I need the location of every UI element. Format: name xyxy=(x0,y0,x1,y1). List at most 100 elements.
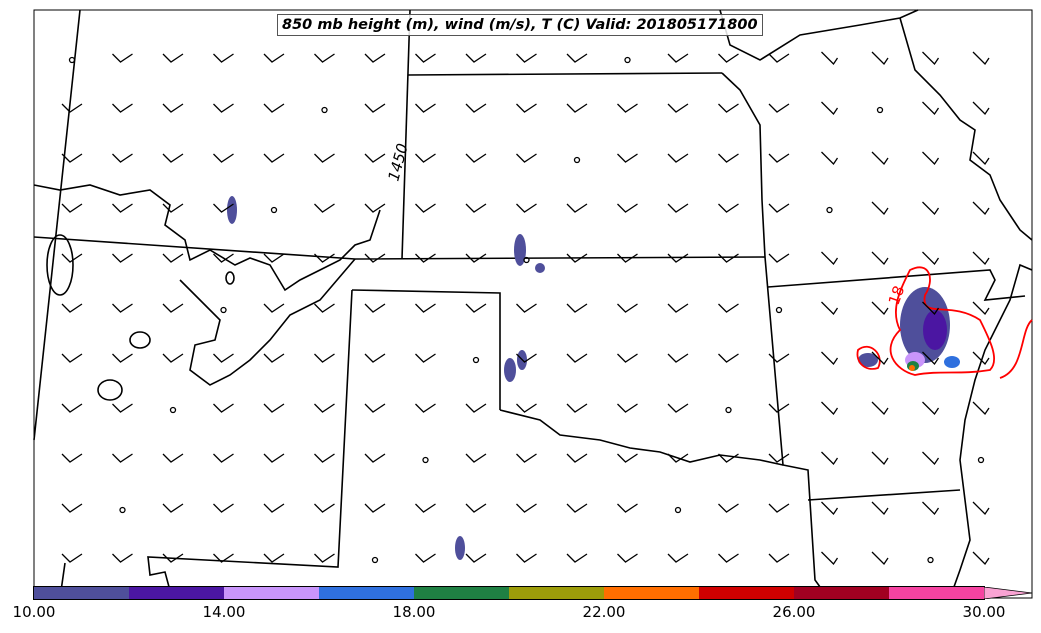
wind-barb xyxy=(112,553,133,563)
wind-barb xyxy=(61,353,83,363)
wind-barb xyxy=(922,351,940,366)
wind-barb xyxy=(415,53,436,63)
wind-barb xyxy=(617,203,638,213)
wind-barb xyxy=(465,503,487,513)
wind-barb xyxy=(667,353,689,363)
wind-barb xyxy=(922,251,940,266)
wind-barb xyxy=(263,53,285,63)
calm-wind-marker xyxy=(876,106,884,114)
wind-barb xyxy=(213,253,234,263)
colorbar-segment xyxy=(414,587,509,599)
wind-barb xyxy=(768,203,790,213)
wind-barb xyxy=(364,453,386,463)
wind-barb xyxy=(263,103,285,113)
wind-barb xyxy=(314,253,335,263)
wind-barb xyxy=(972,251,990,266)
wind-barb xyxy=(162,53,184,63)
wind-barb xyxy=(314,153,335,163)
wind-barb xyxy=(821,251,839,266)
wind-barb xyxy=(465,153,487,163)
wind-barb xyxy=(821,301,839,316)
wind-barb xyxy=(465,53,487,63)
wind-barb xyxy=(112,153,133,163)
colorbar-segment xyxy=(319,587,414,599)
wind-barb xyxy=(213,503,234,513)
wind-barb xyxy=(112,353,133,363)
wind-barb xyxy=(213,103,234,113)
wind-barb xyxy=(213,453,234,463)
wind-barb xyxy=(263,553,285,563)
wind-barb xyxy=(364,503,386,513)
calm-wind-marker xyxy=(169,406,177,414)
wind-barb xyxy=(61,553,83,563)
wind-barb xyxy=(566,53,588,63)
wind-barb xyxy=(364,403,386,413)
wind-barb xyxy=(922,301,940,316)
colorbar-tick-label: 26.00 xyxy=(772,603,816,621)
wind-barb xyxy=(768,453,790,463)
temperature-contour-label: 18 xyxy=(885,283,908,307)
wind-barb xyxy=(112,103,133,113)
wind-barb xyxy=(922,451,940,466)
wind-barb xyxy=(768,253,790,263)
wind-barb xyxy=(162,203,184,213)
wind-barb xyxy=(718,153,739,163)
colorbar-segment xyxy=(699,587,794,599)
wind-barb xyxy=(263,303,285,313)
wind-barb xyxy=(112,303,133,313)
wind-barb xyxy=(162,453,184,463)
calm-wind-marker xyxy=(725,406,732,414)
wind-barb xyxy=(667,53,689,63)
colorbar xyxy=(33,586,985,600)
wind-barb xyxy=(112,253,133,263)
wind-barb xyxy=(213,553,234,563)
wind-barb xyxy=(415,103,436,113)
calm-wind-marker xyxy=(927,556,934,564)
wind-barb xyxy=(871,51,889,66)
wind-barb xyxy=(364,203,386,213)
map-frame xyxy=(33,9,1033,599)
wind-barb xyxy=(972,51,990,66)
colorbar-segment xyxy=(129,587,224,599)
wind-barb xyxy=(465,403,487,413)
wind-barb xyxy=(871,501,889,516)
wind-barb xyxy=(667,303,689,313)
wind-barb xyxy=(566,103,588,113)
colorbar-extend-arrow xyxy=(984,587,1033,599)
wind-barb xyxy=(821,451,839,466)
state-borders xyxy=(33,9,1033,599)
wind-barb xyxy=(465,303,487,313)
wind-barb xyxy=(415,153,436,163)
wind-barb xyxy=(364,53,386,63)
calm-wind-marker xyxy=(472,356,480,364)
wind-barb xyxy=(314,303,335,313)
wind-barb xyxy=(112,203,133,213)
wind-barb xyxy=(213,353,234,363)
wind-barb xyxy=(61,153,83,163)
wind-barb xyxy=(263,253,285,263)
wind-barb xyxy=(213,203,234,213)
wind-barb xyxy=(415,303,436,313)
wind-barb xyxy=(718,353,739,363)
wind-barb xyxy=(871,551,889,566)
colorbar-tick-label: 30.00 xyxy=(962,603,1006,621)
wind-barb xyxy=(871,401,889,416)
calm-wind-marker xyxy=(624,56,631,64)
wind-barb xyxy=(61,103,83,113)
wind-barb xyxy=(617,153,638,163)
colorbar-segment xyxy=(889,587,984,599)
wind-barb xyxy=(667,203,689,213)
wind-barb xyxy=(263,503,285,513)
wind-barb xyxy=(112,53,133,63)
wind-barb xyxy=(213,403,234,413)
temperature-contour xyxy=(856,266,1033,379)
wind-barb xyxy=(617,103,638,113)
wind-barb xyxy=(821,551,839,566)
calm-wind-marker xyxy=(674,506,682,514)
wind-barb xyxy=(922,51,940,66)
wind-barb xyxy=(516,303,537,313)
wind-barb xyxy=(314,53,335,63)
wind-barb xyxy=(162,503,184,513)
wind-barb xyxy=(972,401,990,416)
wind-barb xyxy=(768,53,790,63)
